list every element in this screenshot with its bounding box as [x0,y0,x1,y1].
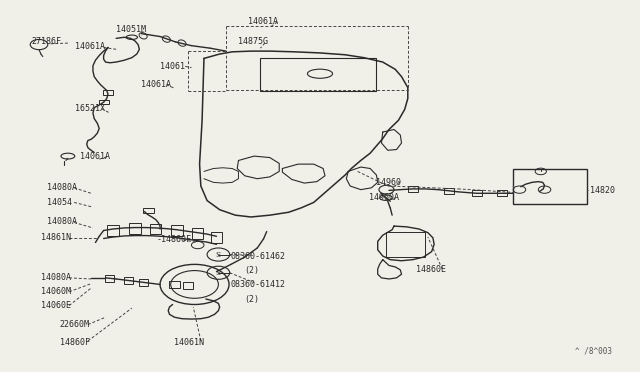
Text: S: S [216,269,221,277]
Bar [183,282,193,289]
Text: 08360-61462: 08360-61462 [231,252,286,261]
Text: 14061A: 14061A [141,80,172,89]
Bar [472,190,482,196]
Text: 08360-61412: 08360-61412 [231,280,286,289]
Text: 22660M: 22660M [60,320,90,329]
Text: 27186F: 27186F [31,38,61,46]
Text: 14080A: 14080A [47,217,77,226]
Bar [124,277,133,285]
Text: 14051M: 14051M [116,25,146,35]
Text: 14875G: 14875G [239,38,268,46]
Text: 14060E: 14060E [41,301,71,310]
Bar [143,208,154,214]
Bar [108,225,118,235]
Text: ^ /8^003: ^ /8^003 [575,347,612,356]
Bar [103,90,113,95]
Bar [408,186,418,192]
Text: 14820: 14820 [589,186,614,195]
Text: 14061A: 14061A [248,17,278,26]
Text: 14960: 14960 [376,178,401,187]
Text: 14080A: 14080A [47,183,77,192]
Text: 14860E: 14860E [416,264,446,274]
Text: 14960A: 14960A [369,193,399,202]
Text: (2): (2) [244,266,260,275]
Text: 14061: 14061 [160,62,185,71]
Text: 16521X: 16521X [76,104,106,113]
Bar [139,279,148,286]
Bar [129,223,141,234]
Bar [260,58,376,91]
Text: (2): (2) [244,295,260,304]
Bar [211,232,222,243]
Bar [192,228,204,239]
Text: 14060M: 14060M [41,287,71,296]
Bar [497,190,507,196]
Text: 14054: 14054 [47,198,72,207]
Text: -14860F: -14860F [157,235,192,244]
Text: 14080A: 14080A [41,273,71,282]
Bar [444,188,454,194]
Bar [170,281,179,288]
Bar [150,224,161,234]
Bar [513,169,587,204]
Bar [172,225,182,236]
Text: 14861N: 14861N [41,233,71,242]
Text: 14061N: 14061N [175,337,205,347]
Text: 14061A: 14061A [81,153,111,161]
Bar [386,232,425,257]
Text: S: S [216,251,221,259]
Text: 14061A: 14061A [76,42,106,51]
Bar [99,100,109,104]
Text: 14860F: 14860F [60,337,90,347]
Bar [106,275,115,282]
